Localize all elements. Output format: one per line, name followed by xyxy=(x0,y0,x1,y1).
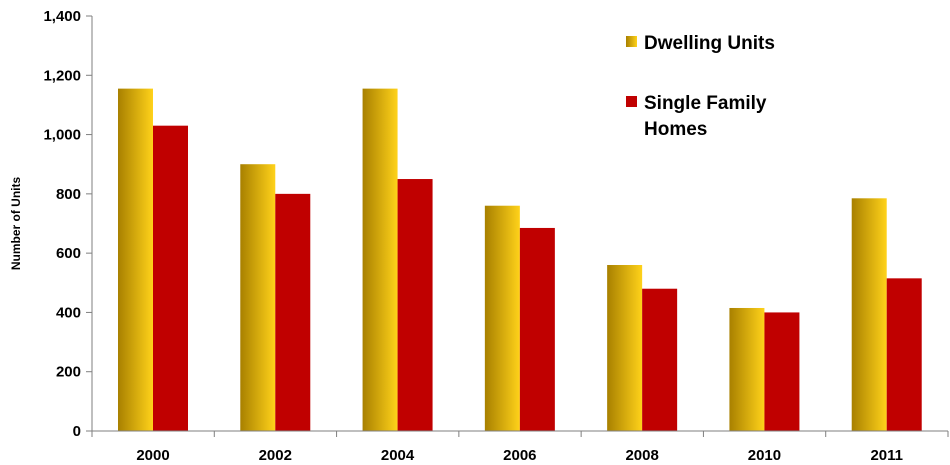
legend: Dwelling Units Single Family Homes xyxy=(626,33,775,140)
y-tick-label: 1,400 xyxy=(43,8,81,25)
legend-swatch xyxy=(626,96,637,107)
single-family-homes-bar xyxy=(153,125,188,431)
x-tick-label: 2006 xyxy=(503,447,536,464)
y-axis: 0 200 400 600 800 1,000 1,200 1,400 xyxy=(43,8,92,440)
y-tick-label: 0 xyxy=(73,423,81,440)
x-tick-label: 2004 xyxy=(381,447,415,464)
single-family-homes-bar xyxy=(764,312,800,431)
y-tick-label: 600 xyxy=(56,245,81,262)
y-tick-label: 1,200 xyxy=(43,67,81,84)
single-family-homes-bar xyxy=(397,179,433,431)
legend-label: Single Family xyxy=(644,93,767,114)
y-tick-label: 1,000 xyxy=(43,127,81,144)
dwelling-units-bar xyxy=(118,88,153,431)
single-family-homes-bar xyxy=(642,288,678,431)
dwelling-units-bar xyxy=(729,307,765,431)
legend-item-single-family-homes: Single Family Homes xyxy=(626,93,767,140)
single-family-homes-bar xyxy=(886,278,922,431)
x-tick-label: 2010 xyxy=(748,447,781,464)
y-tick-label: 200 xyxy=(56,364,81,381)
x-tick-label: 2008 xyxy=(625,447,658,464)
legend-swatch xyxy=(626,36,637,47)
legend-label: Homes xyxy=(644,119,707,140)
bars xyxy=(118,88,922,431)
legend-item-dwelling-units: Dwelling Units xyxy=(626,33,775,54)
x-tick-label: 2000 xyxy=(136,447,169,464)
dwelling-units-bar xyxy=(607,265,643,431)
legend-label: Dwelling Units xyxy=(644,33,775,54)
single-family-homes-bar xyxy=(519,227,555,431)
y-tick-label: 400 xyxy=(56,304,81,321)
x-axis: 2000 2002 2004 2006 2008 2010 2011 xyxy=(91,431,949,464)
dwelling-units-bar xyxy=(484,205,520,431)
y-tick-label: 800 xyxy=(56,186,81,203)
x-tick-label: 2011 xyxy=(870,447,903,464)
x-tick-label: 2002 xyxy=(259,447,292,464)
dwelling-units-bar xyxy=(362,88,398,431)
dwelling-units-bar xyxy=(240,164,276,431)
y-axis-title: Number of Units xyxy=(9,177,23,271)
dwelling-units-bar xyxy=(851,198,887,431)
single-family-homes-bar xyxy=(275,193,311,431)
